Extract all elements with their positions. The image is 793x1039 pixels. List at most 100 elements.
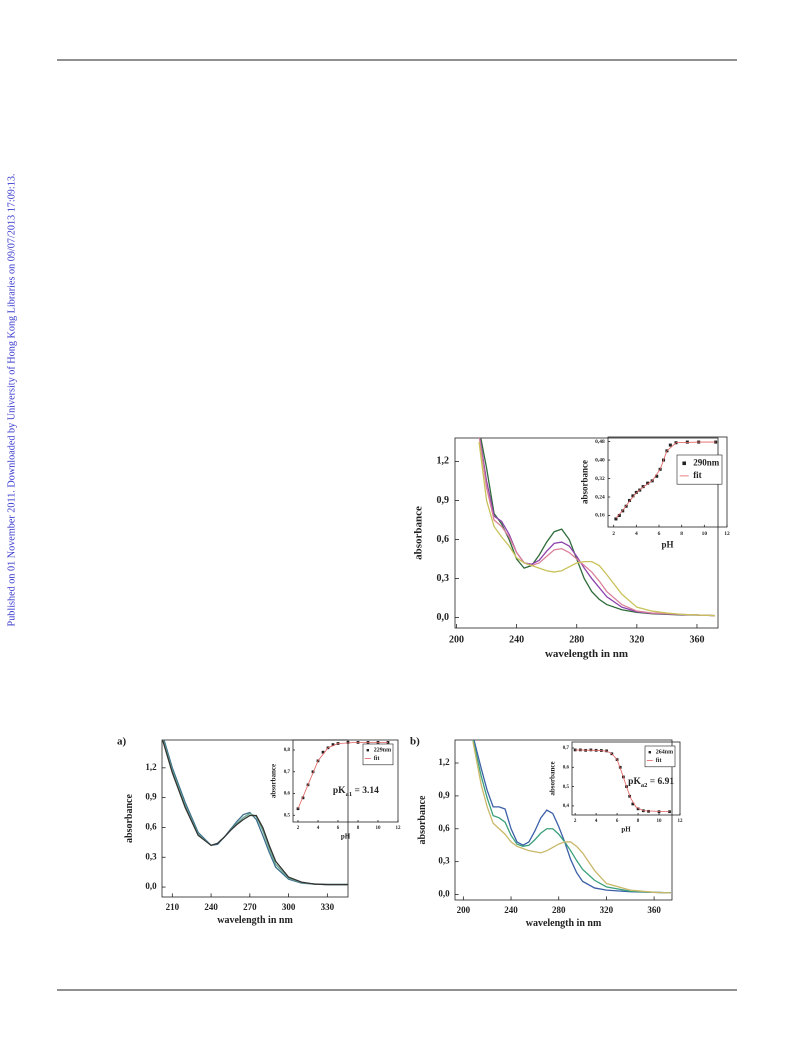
data-point <box>617 513 621 517</box>
plot-frame <box>454 739 673 901</box>
y-axis-title: absorbance <box>580 460 590 504</box>
x-tick-label: 10 <box>657 819 663 824</box>
x-axis-title: pH <box>341 833 351 841</box>
data-point <box>311 770 315 774</box>
y-tick-label: 0,7 <box>563 746 570 751</box>
y-tick-label: 1,2 <box>437 456 450 467</box>
y-axis-title: absorbance <box>413 506 425 560</box>
sidebar-note: Published on 01 November 2011. Downloade… <box>6 174 17 627</box>
legend-marker <box>366 749 369 752</box>
legend-label: fit <box>693 470 702 480</box>
legend-label: fit <box>374 756 380 762</box>
legend-box <box>676 454 723 485</box>
x-tick-label: 2 <box>297 826 300 831</box>
spectrum-line <box>575 749 670 813</box>
plot-area <box>614 440 718 521</box>
x-tick-label: 2 <box>612 531 615 537</box>
legend-label: 290nm <box>693 457 720 467</box>
x-tick-label: 300 <box>282 902 296 912</box>
plot-area <box>162 740 348 886</box>
x-tick-label: 360 <box>689 634 704 645</box>
x-tick-label: 6 <box>658 531 661 537</box>
x-tick-label: 12 <box>396 826 402 831</box>
y-tick-label: 0,0 <box>145 881 157 891</box>
y-tick-label: 0,0 <box>438 889 450 899</box>
y-tick-label: 0,40 <box>595 457 605 463</box>
x-tick-label: 270 <box>243 902 257 912</box>
y-tick-label: 0,6 <box>563 765 570 770</box>
legend-marker <box>682 461 686 466</box>
y-tick-label: 0,6 <box>437 534 450 545</box>
spectrum-line <box>478 441 716 617</box>
x-axis-title: wavelength in nm <box>217 915 293 926</box>
y-axis-title: absorbance <box>269 764 277 798</box>
data-point <box>668 810 671 814</box>
spectrum-line <box>478 438 716 617</box>
x-tick-label: 6 <box>337 826 340 831</box>
x-tick-label: 210 <box>166 902 180 912</box>
x-tick-label: 240 <box>504 905 518 915</box>
y-tick-label: 0,4 <box>563 804 570 809</box>
plot-frame <box>161 739 349 898</box>
legend-box <box>644 745 676 768</box>
y-tick-label: 0,0 <box>437 612 450 623</box>
y-tick-label: 0,9 <box>145 792 157 802</box>
panel-label: a) <box>117 736 127 748</box>
x-tick-label: 4 <box>635 531 638 537</box>
x-tick-label: 360 <box>647 905 661 915</box>
spectrum-line <box>472 740 671 894</box>
x-tick-label: 320 <box>600 905 614 915</box>
x-tick-label: 6 <box>616 819 619 824</box>
y-tick-label: 0,48 <box>595 439 605 445</box>
x-axis-title: wavelength in nm <box>545 648 628 660</box>
y-tick-label: 0,16 <box>595 513 605 519</box>
plot-frame <box>454 437 719 629</box>
legend-box <box>362 743 394 766</box>
annotation-part: = 6.91 <box>647 777 674 787</box>
plot-area <box>478 438 716 617</box>
x-tick-label: 8 <box>637 819 640 824</box>
y-axis-title: absorbance <box>124 794 135 843</box>
x-tick-label: 200 <box>449 634 464 645</box>
data-point <box>614 517 618 521</box>
x-tick-label: 280 <box>552 905 566 915</box>
y-axis-title: absorbance <box>548 761 556 795</box>
y-tick-label: 0,3 <box>438 856 450 866</box>
x-tick-label: 10 <box>702 531 708 537</box>
annotation-part: a1 <box>346 791 353 798</box>
plot-frame <box>571 741 681 816</box>
y-tick-label: 0,8 <box>284 748 291 753</box>
y-tick-label: 0,3 <box>145 851 157 861</box>
x-tick-label: 8 <box>357 826 360 831</box>
x-tick-label: 4 <box>595 819 598 824</box>
data-point <box>655 474 659 478</box>
annotation: pKa2 = 6.91 <box>628 777 674 789</box>
plot-area <box>573 748 671 814</box>
spectrum-line <box>297 741 388 809</box>
annotation-part: pK <box>333 786 346 796</box>
y-tick-label: 0,7 <box>284 770 291 775</box>
x-tick-label: 240 <box>509 634 524 645</box>
x-axis-title: wavelength in nm <box>526 918 602 929</box>
annotation: pKa1 = 3.14 <box>333 786 379 798</box>
x-tick-label: 10 <box>376 826 382 831</box>
annotation-part: a2 <box>641 782 648 789</box>
y-tick-label: 0,6 <box>438 823 450 833</box>
x-tick-label: 330 <box>321 902 335 912</box>
x-axis-title: pH <box>621 826 631 834</box>
plot-frame <box>292 739 399 823</box>
y-axis-title: absorbance <box>417 795 428 844</box>
legend-marker <box>648 751 651 754</box>
x-tick-label: 4 <box>317 826 320 831</box>
data-point <box>346 741 350 744</box>
x-tick-label: 240 <box>204 902 218 912</box>
legend-label: 264nm <box>656 750 673 756</box>
annotation-part: pK <box>628 777 641 787</box>
x-tick-label: 2 <box>574 819 577 824</box>
panel-label: b) <box>410 736 420 748</box>
data-point <box>631 802 635 806</box>
x-tick-label: 12 <box>678 819 684 824</box>
data-point <box>296 807 300 811</box>
y-tick-label: 0,6 <box>284 792 291 797</box>
data-point <box>321 750 325 754</box>
